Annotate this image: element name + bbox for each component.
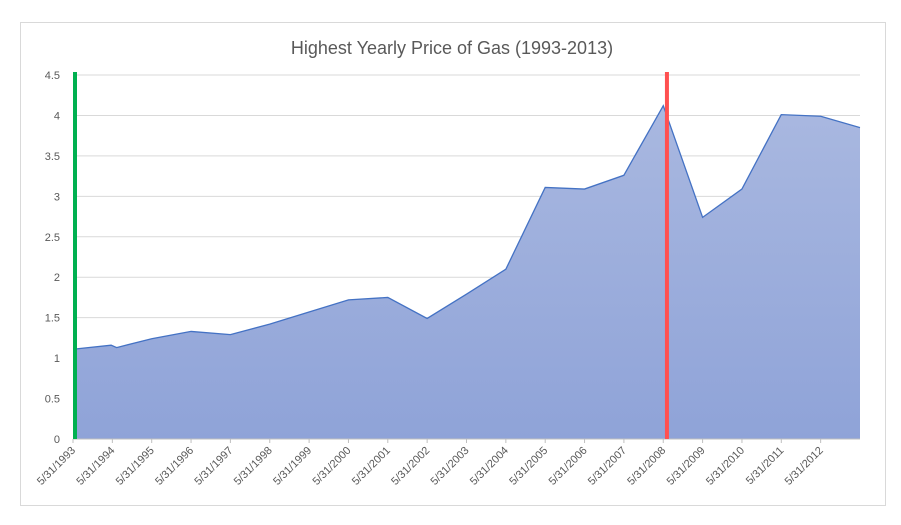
- y-tick-label: 4.5: [45, 70, 60, 82]
- x-tick-label: 5/31/1993: [35, 445, 78, 488]
- y-tick-label: 2.5: [45, 232, 60, 244]
- x-tick-label: 5/31/1994: [74, 445, 117, 488]
- y-tick-label: 2: [54, 272, 60, 284]
- y-tick-label: 0: [54, 434, 60, 446]
- x-tick-label: 5/31/1995: [114, 445, 157, 488]
- area-fill: [73, 105, 860, 440]
- x-tick-label: 5/31/2000: [310, 445, 353, 488]
- x-tick-label: 5/31/2004: [468, 445, 511, 488]
- y-tick-label: 1.5: [45, 313, 60, 325]
- y-tick-label: 3.5: [45, 151, 60, 163]
- vertical-markers: [73, 72, 669, 439]
- x-tick-label: 5/31/1998: [232, 445, 275, 488]
- y-tick-label: 0.5: [45, 394, 60, 406]
- x-tick-label: 5/31/2008: [625, 445, 668, 488]
- series-line: [72, 104, 861, 350]
- y-tick-label: 4: [54, 110, 60, 122]
- x-tick-label: 5/31/1996: [153, 445, 196, 488]
- x-tick-label: 5/31/2001: [350, 445, 393, 488]
- y-tick-label: 1: [54, 353, 60, 365]
- x-axis-ticks: 5/31/19935/31/19945/31/19955/31/19965/31…: [35, 439, 826, 488]
- x-tick-label: 5/31/2011: [744, 445, 787, 488]
- y-tick-label: 3: [54, 191, 60, 203]
- x-tick-label: 5/31/2007: [586, 445, 629, 488]
- x-tick-label: 5/31/2003: [429, 445, 472, 488]
- x-tick-label: 5/31/2005: [507, 445, 550, 488]
- x-tick-label: 5/31/1997: [192, 445, 235, 488]
- x-tick-label: 5/31/2006: [547, 445, 590, 488]
- chart-title: Highest Yearly Price of Gas (1993-2013): [291, 38, 613, 58]
- x-tick-label: 5/31/1999: [271, 445, 314, 488]
- x-tick-label: 5/31/2009: [665, 445, 708, 488]
- x-tick-label: 5/31/2002: [389, 445, 432, 488]
- x-tick-label: 5/31/2012: [783, 445, 826, 488]
- y-axis-ticks: 0 0.5 1 1.5 2 2.5 3 3.5 4 4.5: [45, 70, 60, 446]
- x-tick-label: 5/31/2010: [704, 445, 747, 488]
